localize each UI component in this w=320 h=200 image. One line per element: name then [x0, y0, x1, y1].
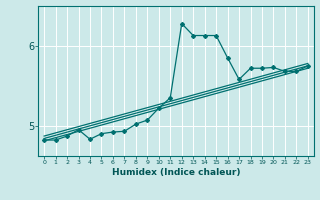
X-axis label: Humidex (Indice chaleur): Humidex (Indice chaleur)	[112, 168, 240, 177]
